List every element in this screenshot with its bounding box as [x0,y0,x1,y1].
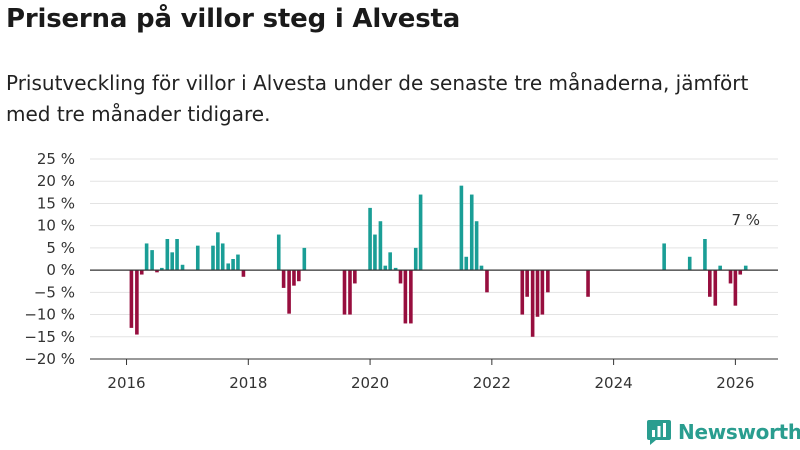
bar [342,270,347,315]
bar [540,270,545,315]
bar [708,270,712,297]
bar [287,270,291,314]
bar [281,270,286,288]
bar [297,270,301,282]
bar [165,239,170,271]
bar [474,221,479,271]
y-tick-label: −15 % [24,328,75,346]
bar [738,270,743,275]
bar [348,270,352,315]
bar [129,270,134,328]
bar [530,270,535,337]
chart-subtitle: Prisutveckling för villor i Alvesta unde… [6,71,749,126]
bar [150,250,154,271]
bar [459,185,464,271]
bar [393,267,398,271]
bar [718,265,722,271]
x-tick-label: 2020 [351,374,389,392]
bar [743,265,748,271]
bar [398,270,403,284]
bar [368,207,372,271]
bar [135,270,139,335]
bar [373,234,377,271]
bar [170,252,174,271]
y-tick-label: −5 % [34,283,75,301]
bar [520,270,525,315]
bar [144,243,149,271]
grid-lines [90,158,778,360]
y-axis-ticks: 25 % 20 % 15 % 10 % 5 % 0 % −5 % −10 % −15 % −20 … [24,150,75,368]
bar [276,234,281,271]
bar [220,243,225,271]
newsworthy-logo-icon [647,420,671,445]
x-tick-label: 2024 [595,374,633,392]
y-tick-label: 20 % [37,172,75,190]
bar [409,270,413,324]
y-tick-label: −20 % [24,350,75,368]
y-tick-label: −10 % [24,306,75,324]
bar [353,270,357,284]
bar [469,194,474,271]
bar [195,245,200,271]
bar [687,256,692,271]
x-tick-label: 2026 [716,374,754,392]
bar [383,265,388,271]
bar [211,245,215,271]
x-tick-label: 2022 [473,374,511,392]
bar [479,265,484,271]
bar [302,247,307,271]
bar [728,270,733,284]
bar-annotation: 7 % [731,211,760,229]
bar [413,247,418,271]
y-tick-label: 0 % [46,261,75,279]
y-tick-label: 10 % [37,217,75,235]
bar [231,259,235,271]
bar [546,270,550,293]
bar [216,232,220,271]
y-tick-label: 25 % [37,150,75,168]
x-tick-label: 2016 [107,374,145,392]
newsworthy-logo: Newsworthy [646,418,800,446]
bar [139,270,144,275]
bar [175,239,179,271]
bar [713,270,718,306]
bar [525,270,529,297]
brand-name: Newsworthy [678,420,800,444]
bar [703,239,707,271]
bar [292,270,296,286]
y-tick-label: 5 % [46,239,75,257]
bar-chart: 25 % 20 % 15 % 10 % 5 % 0 % −5 % −10 % −15 % −20 … [24,150,778,392]
bar [485,270,489,293]
bar [733,270,738,306]
x-tick-label: 2018 [229,374,267,392]
bar [464,256,469,271]
bar [535,270,540,317]
chart-title: Priserna på villor steg i Alvesta [6,4,461,34]
bar [241,270,246,277]
bars [129,185,748,337]
y-tick-label: 15 % [37,194,75,212]
bar [155,270,159,273]
bar [662,243,666,271]
bar [226,263,231,271]
bar [378,221,383,271]
bar [236,254,240,271]
bar [180,264,185,271]
x-axis: 2016 2018 2020 2022 2024 2026 [90,358,778,392]
bar [388,252,392,271]
bar [403,270,408,324]
bar [160,267,164,271]
bar [586,270,590,297]
bar [418,194,423,271]
